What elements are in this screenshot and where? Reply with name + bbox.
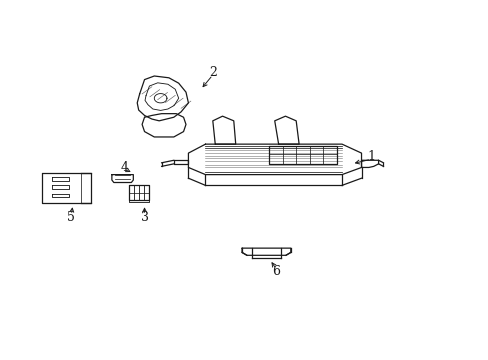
Text: 5: 5 — [67, 211, 75, 224]
Text: 2: 2 — [208, 66, 216, 79]
Polygon shape — [137, 76, 188, 121]
Text: 3: 3 — [140, 211, 148, 224]
Text: 6: 6 — [272, 265, 280, 278]
Polygon shape — [173, 160, 188, 164]
Polygon shape — [42, 173, 91, 203]
Polygon shape — [129, 185, 149, 200]
Polygon shape — [268, 146, 336, 164]
Text: 1: 1 — [366, 150, 374, 163]
Polygon shape — [212, 116, 235, 144]
Polygon shape — [112, 175, 133, 183]
Polygon shape — [242, 248, 290, 255]
Polygon shape — [142, 114, 185, 137]
Text: 4: 4 — [121, 161, 129, 174]
Polygon shape — [274, 116, 299, 144]
Polygon shape — [361, 160, 378, 167]
Polygon shape — [188, 144, 361, 175]
